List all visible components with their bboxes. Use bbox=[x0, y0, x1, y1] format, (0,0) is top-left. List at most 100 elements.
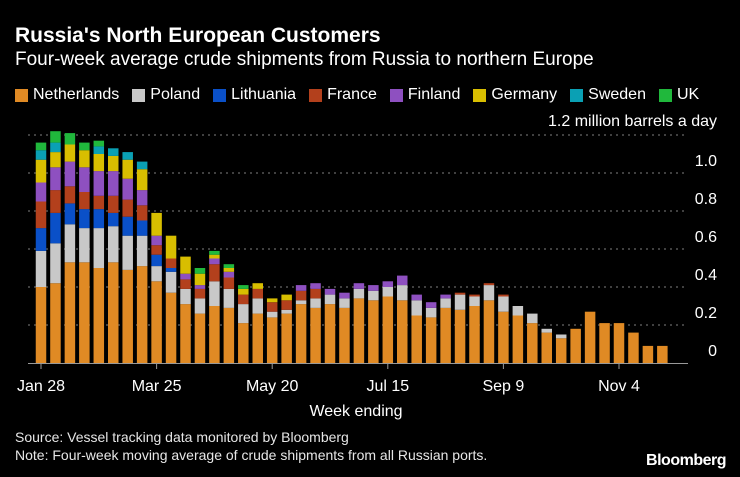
legend-label: Poland bbox=[150, 86, 201, 103]
y-tick-label: 0.2 bbox=[695, 305, 717, 322]
bar-segment-netherlands bbox=[527, 323, 538, 363]
legend-label: France bbox=[327, 86, 377, 103]
bar-segment-finland bbox=[151, 235, 162, 246]
bar-segment-poland bbox=[266, 311, 278, 318]
bar-segment-netherlands bbox=[281, 313, 292, 363]
bar-segment-poland bbox=[527, 313, 538, 324]
bar-segment-netherlands bbox=[266, 317, 278, 363]
bar-segment-netherlands bbox=[252, 313, 263, 363]
bar-segment-uk bbox=[209, 250, 220, 255]
bar-segment-netherlands bbox=[295, 304, 307, 363]
bar-segment-finland bbox=[93, 171, 105, 196]
bar-segment-netherlands bbox=[411, 315, 422, 363]
bar-segment-poland bbox=[555, 334, 567, 339]
bar-segment-uk bbox=[194, 268, 206, 274]
bar-segment-lithuania bbox=[151, 254, 162, 267]
bar-segment-poland bbox=[368, 290, 379, 301]
y-tick-label: 0.8 bbox=[695, 191, 717, 208]
bar-segment-lithuania bbox=[50, 212, 61, 244]
bar-segment-poland bbox=[498, 296, 509, 312]
bar-segment-poland bbox=[454, 294, 466, 310]
bar-segment-lithuania bbox=[136, 220, 148, 236]
bar-segment-poland bbox=[151, 266, 162, 282]
bar-segment-netherlands bbox=[425, 317, 437, 363]
bar-segment-sweden bbox=[122, 152, 133, 160]
bar-segment-sweden bbox=[35, 150, 47, 160]
bar-segment-france bbox=[180, 279, 191, 289]
bar-segment-finland bbox=[353, 283, 365, 289]
bar-segment-netherlands bbox=[642, 345, 654, 363]
bar-segment-poland bbox=[310, 298, 321, 308]
bar-segment-netherlands bbox=[180, 304, 191, 363]
y-tick-label: 0.6 bbox=[695, 229, 717, 246]
bar-segment-netherlands bbox=[541, 332, 552, 363]
bar-segment-poland bbox=[122, 235, 133, 270]
bar-segment-germany bbox=[64, 144, 76, 162]
chart-subtitle: Four-week average crude shipments from R… bbox=[15, 49, 594, 70]
bar-segment-poland bbox=[339, 298, 350, 308]
legend-label: Netherlands bbox=[33, 86, 120, 103]
bar-segment-netherlands bbox=[397, 300, 408, 363]
bar-segment-poland bbox=[469, 296, 480, 306]
legend-item-lithuania: Lithuania bbox=[213, 86, 296, 104]
bar-segment-germany bbox=[266, 298, 278, 303]
bar-segment-france bbox=[223, 277, 235, 289]
bar-segment-poland bbox=[512, 306, 524, 316]
bar-segment-germany bbox=[35, 159, 47, 183]
bar-segment-france bbox=[50, 190, 61, 213]
bar-segment-finland bbox=[382, 281, 394, 287]
legend-swatch bbox=[473, 88, 487, 102]
bar-segment-netherlands bbox=[368, 300, 379, 363]
x-tick-label: Jul 15 bbox=[366, 378, 409, 395]
bar-segment-netherlands bbox=[570, 328, 581, 363]
bar-segment-finland bbox=[397, 275, 408, 286]
bar-segment-uk bbox=[35, 142, 47, 151]
bar-segment-poland bbox=[411, 300, 422, 316]
bar-segment-netherlands bbox=[382, 296, 394, 363]
legend-label: Finland bbox=[407, 86, 461, 103]
bar-segment-netherlands bbox=[324, 304, 336, 363]
bar-segment-france bbox=[64, 186, 76, 204]
bar-segment-poland bbox=[425, 307, 437, 318]
bar-segment-poland bbox=[295, 300, 307, 305]
bar-segment-lithuania bbox=[79, 209, 90, 229]
footnote: Note: Four-week moving average of crude … bbox=[15, 447, 488, 463]
bar-segment-netherlands bbox=[657, 345, 668, 363]
legend-swatch bbox=[570, 88, 584, 102]
bar-segment-france bbox=[310, 288, 321, 299]
bar-segment-germany bbox=[223, 268, 235, 272]
bar-segment-france bbox=[122, 199, 133, 217]
bar-segment-finland bbox=[324, 288, 336, 295]
bar-segment-netherlands bbox=[310, 307, 321, 363]
bar-segment-finland bbox=[209, 258, 220, 265]
legend-label: UK bbox=[676, 86, 700, 103]
bar-segment-netherlands bbox=[584, 311, 596, 363]
legend-swatch bbox=[389, 88, 403, 102]
bar-segment-netherlands bbox=[238, 323, 249, 363]
chart-title: Russia's North European Customers bbox=[15, 24, 381, 47]
bar-segment-germany bbox=[151, 212, 162, 236]
bar-segment-france bbox=[108, 195, 119, 213]
bar-segment-netherlands bbox=[223, 307, 235, 363]
bar-segment-germany bbox=[122, 159, 133, 179]
bar-segment-finland bbox=[223, 271, 235, 278]
x-tick-label: Jan 28 bbox=[17, 378, 65, 395]
x-axis-title: Week ending bbox=[309, 403, 402, 420]
y-tick-label: 0 bbox=[708, 343, 717, 360]
bar-segment-poland bbox=[194, 298, 206, 314]
bar-segment-poland bbox=[79, 228, 90, 263]
bar-segment-netherlands bbox=[108, 262, 119, 363]
y-tick-label: 0.4 bbox=[695, 267, 717, 284]
legend-item-finland: Finland bbox=[389, 86, 461, 104]
legend-swatch bbox=[132, 88, 146, 102]
bar-segment-poland bbox=[353, 288, 365, 299]
bar-segment-finland bbox=[425, 302, 437, 308]
bar-segment-france bbox=[295, 290, 307, 301]
bar-segment-sweden bbox=[93, 146, 105, 154]
bar-segment-poland bbox=[440, 298, 451, 308]
bar-segment-france bbox=[454, 292, 466, 295]
bar-segment-netherlands bbox=[613, 323, 625, 363]
bar-segment-netherlands bbox=[194, 313, 206, 363]
bar-segment-poland bbox=[136, 235, 148, 267]
bar-segment-germany bbox=[180, 256, 191, 274]
